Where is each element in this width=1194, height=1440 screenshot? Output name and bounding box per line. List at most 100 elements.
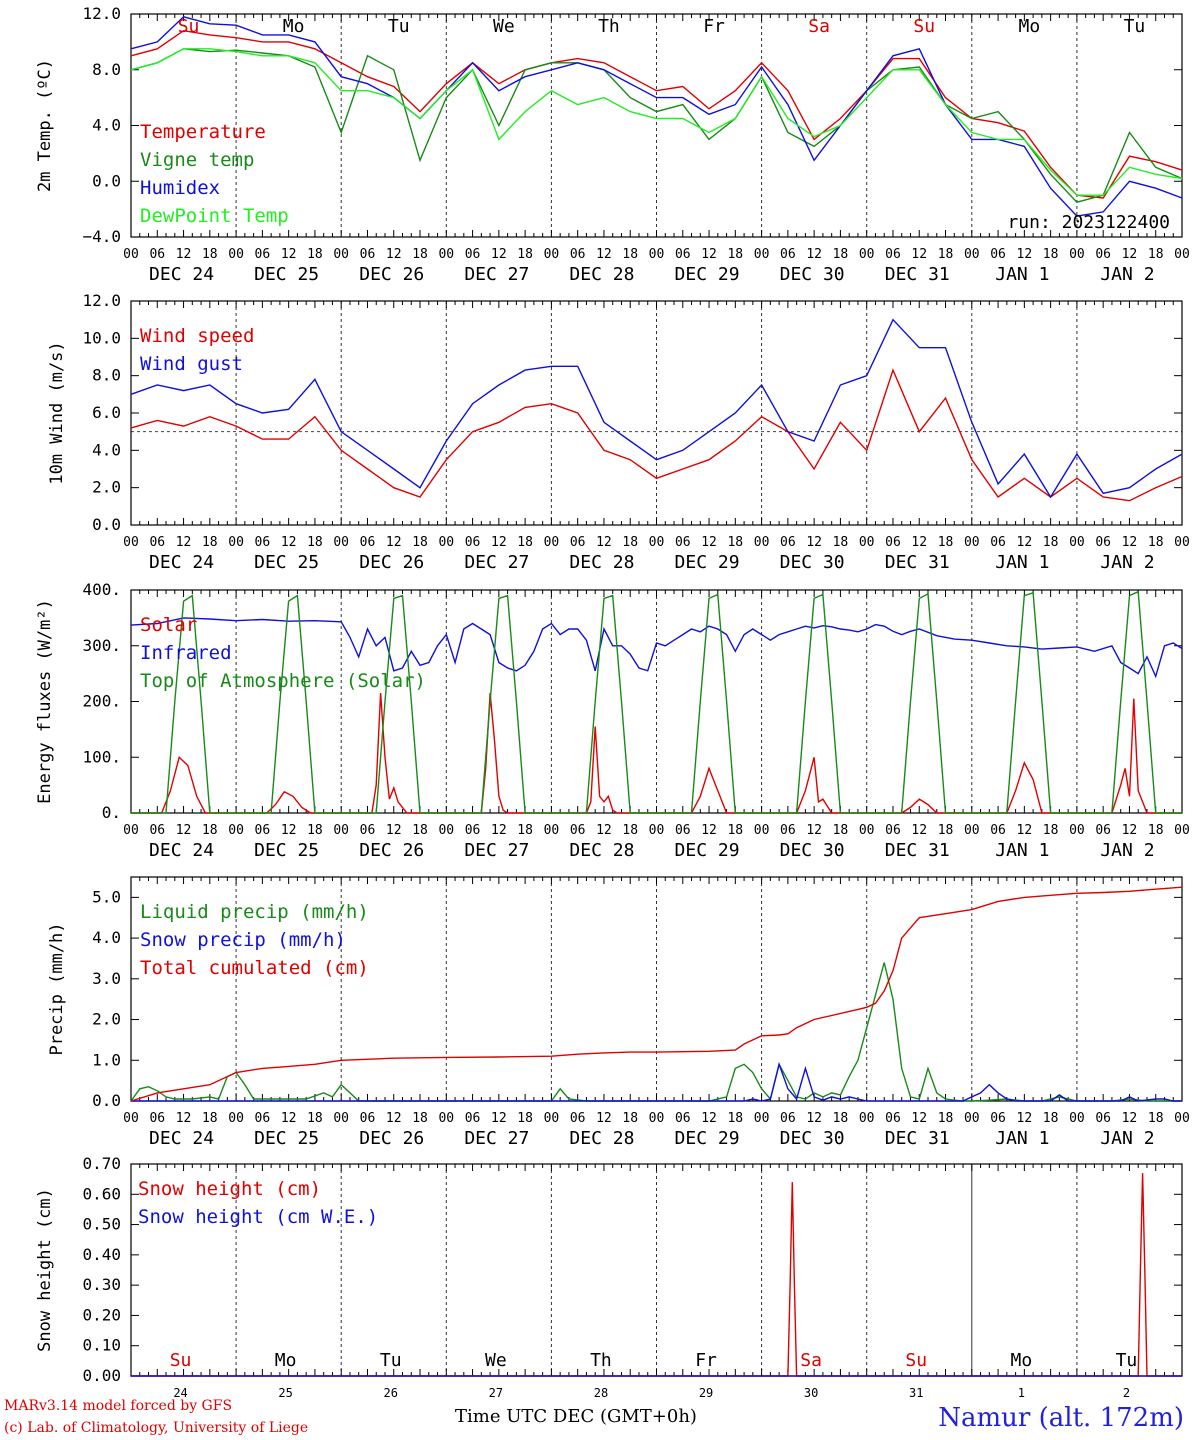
- hour-tick-label: 00: [438, 247, 454, 262]
- hour-tick-label: 18: [202, 535, 218, 550]
- hour-tick-label: 00: [333, 535, 349, 550]
- hour-tick-label: 06: [990, 535, 1006, 550]
- date-label: DEC 26: [359, 552, 424, 573]
- hour-tick-label: 00: [649, 823, 665, 838]
- time-utc-label: Time UTC: [455, 1406, 548, 1427]
- date-label: DEC 28: [569, 1128, 634, 1149]
- date-label: DEC 29: [675, 1128, 740, 1149]
- hour-tick-label: 00: [649, 247, 665, 262]
- hour-tick-label: 00: [754, 535, 770, 550]
- hour-tick-label: 00: [1069, 247, 1085, 262]
- legend-entry: Snow precip (mm/h): [140, 929, 346, 951]
- hour-tick-label: 06: [885, 1111, 901, 1126]
- y-tick-label: 200.: [82, 692, 121, 711]
- date-label: JAN 1: [995, 1128, 1049, 1149]
- hour-tick-label: 06: [465, 823, 481, 838]
- hour-tick-label: 12: [281, 535, 297, 550]
- hour-tick-label: 18: [833, 1111, 849, 1126]
- y-axis-label: 2m Temp. (ºC): [35, 59, 55, 192]
- date-label: DEC 31: [885, 1128, 950, 1149]
- hour-tick-label: 18: [1148, 535, 1164, 550]
- hour-tick-label: 00: [438, 823, 454, 838]
- y-tick-label: 0.60: [82, 1184, 121, 1203]
- hour-tick-label: 12: [176, 535, 192, 550]
- legend-entry: Infrared: [140, 642, 232, 664]
- day-number-label: 30: [804, 1386, 818, 1400]
- hour-tick-label: 12: [176, 247, 192, 262]
- series-line: [130, 48, 1183, 203]
- y-tick-label: 400.: [82, 580, 121, 599]
- date-label: DEC 30: [780, 552, 845, 573]
- date-label: DEC 31: [885, 264, 950, 285]
- hour-tick-label: 06: [255, 1111, 271, 1126]
- y-tick-label: −4.0: [82, 227, 121, 246]
- hour-tick-label: 00: [228, 823, 244, 838]
- hour-tick-label: 06: [570, 1111, 586, 1126]
- series-line: [131, 590, 1182, 814]
- date-label: DEC 27: [464, 552, 529, 573]
- y-tick-label: 5.0: [92, 887, 121, 906]
- date-label: JAN 1: [995, 840, 1049, 861]
- run-label: run: 2023122400: [1007, 212, 1170, 233]
- hour-tick-label: 18: [833, 247, 849, 262]
- hour-tick-label: 00: [438, 535, 454, 550]
- date-label: DEC 26: [359, 1128, 424, 1149]
- hour-tick-label: 12: [281, 247, 297, 262]
- date-label: DEC 24: [149, 1128, 214, 1149]
- hour-tick-label: 00: [964, 535, 980, 550]
- y-tick-label: 12.0: [82, 4, 121, 23]
- hour-tick-label: 00: [964, 823, 980, 838]
- hour-tick-label: 00: [754, 1111, 770, 1126]
- hour-tick-label: 12: [806, 535, 822, 550]
- legend-entry: Snow height (cm W.E.): [138, 1206, 378, 1228]
- hour-tick-label: 00: [228, 535, 244, 550]
- date-label: DEC 24: [149, 264, 214, 285]
- hour-tick-label: 00: [649, 1111, 665, 1126]
- hour-tick-label: 12: [386, 535, 402, 550]
- weekday-label: Mo: [1011, 1350, 1033, 1371]
- hour-tick-label: 00: [964, 247, 980, 262]
- weekday-label: Th: [598, 16, 620, 37]
- hour-tick-label: 12: [1122, 247, 1138, 262]
- time-axis-label: Time UTC DEC (GMT+0h): [455, 1406, 697, 1427]
- hour-tick-label: 00: [1174, 535, 1190, 550]
- hour-tick-label: 18: [727, 1111, 743, 1126]
- series-line: [130, 29, 1183, 199]
- station-label: Namur (alt. 172m): [938, 1403, 1184, 1433]
- hour-tick-label: 00: [544, 823, 560, 838]
- hour-tick-label: 00: [859, 535, 875, 550]
- hour-tick-label: 12: [1122, 823, 1138, 838]
- weekday-label: Mo: [1019, 16, 1041, 37]
- series-line: [130, 886, 1183, 1102]
- hour-tick-label: 12: [386, 1111, 402, 1126]
- weekday-label: Tu: [1124, 16, 1146, 37]
- hour-tick-label: 18: [622, 247, 638, 262]
- date-label: DEC 25: [254, 1128, 319, 1149]
- series-line: [130, 962, 1182, 1102]
- hour-tick-label: 06: [465, 247, 481, 262]
- legend-entry: Total cumulated (cm): [140, 957, 369, 979]
- y-tick-label: 0.20: [82, 1305, 121, 1324]
- hour-tick-label: 06: [780, 823, 796, 838]
- hour-tick-label: 18: [202, 1111, 218, 1126]
- hour-tick-label: 00: [859, 823, 875, 838]
- legend-entry: Vigne temp: [140, 149, 254, 171]
- hour-tick-label: 18: [517, 1111, 533, 1126]
- y-tick-label: 4.0: [92, 928, 121, 947]
- hour-tick-label: 00: [544, 535, 560, 550]
- hour-tick-label: 06: [360, 823, 376, 838]
- panel-2: 12.0 10.0 8.0 6.0 4.0 2.0 0.0 10m Wind (m/s) Win…: [47, 291, 1190, 573]
- hour-tick-label: 06: [255, 535, 271, 550]
- weekday-label: Mo: [283, 16, 305, 37]
- date-label: DEC 31: [885, 840, 950, 861]
- hour-tick-label: 12: [596, 823, 612, 838]
- hour-tick-label: 12: [491, 823, 507, 838]
- hour-tick-label: 00: [1069, 1111, 1085, 1126]
- hour-tick-label: 00: [859, 1111, 875, 1126]
- hour-tick-label: 18: [412, 535, 428, 550]
- hour-tick-label: 06: [990, 823, 1006, 838]
- date-label: JAN 2: [1100, 840, 1154, 861]
- date-label: DEC 26: [359, 840, 424, 861]
- legend-entry: Wind speed: [140, 325, 254, 347]
- date-label: DEC 31: [885, 552, 950, 573]
